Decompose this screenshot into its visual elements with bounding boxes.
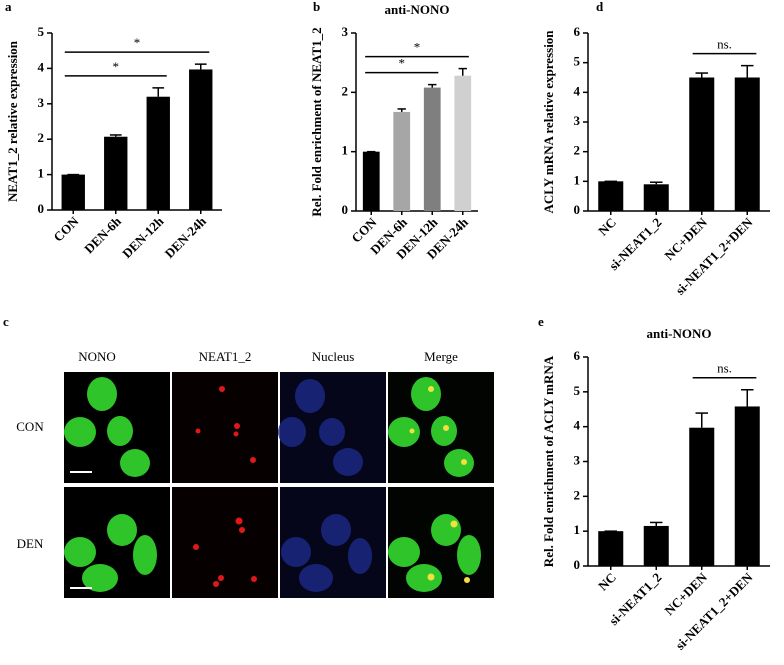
y-tick-label: 5 bbox=[574, 54, 581, 69]
y-tick-label: 1 bbox=[574, 172, 581, 187]
x-tick-label: DEN-6h bbox=[81, 213, 124, 256]
y-axis-label: Rel. Fold enrichment of NEAT1_2 bbox=[309, 27, 324, 216]
bar bbox=[104, 136, 128, 210]
error-bar bbox=[397, 108, 406, 112]
column-label: NEAT1_2 bbox=[199, 349, 252, 364]
bar bbox=[734, 406, 760, 566]
bar bbox=[393, 111, 411, 211]
y-tick-label: 6 bbox=[574, 24, 581, 39]
x-tick-label: NC bbox=[595, 570, 619, 594]
error-bar bbox=[428, 83, 437, 88]
bar bbox=[643, 184, 669, 211]
bar bbox=[689, 427, 715, 566]
y-tick-label: 1 bbox=[342, 143, 349, 158]
column-label: Nucleus bbox=[312, 349, 355, 364]
column-label: NONO bbox=[78, 349, 116, 364]
y-tick-label: 5 bbox=[38, 24, 45, 39]
y-tick-label: 4 bbox=[574, 83, 581, 98]
error-bar bbox=[649, 521, 663, 526]
significance-label: * bbox=[113, 59, 120, 74]
error-bar bbox=[109, 134, 122, 137]
y-tick-label: 3 bbox=[342, 24, 349, 39]
panel-label: d bbox=[596, 0, 604, 14]
chart-title: anti-NONO bbox=[385, 2, 450, 17]
bar bbox=[689, 77, 715, 211]
bar bbox=[598, 531, 624, 566]
y-tick-label: 0 bbox=[574, 202, 581, 217]
bar bbox=[598, 181, 624, 211]
panel-label: b bbox=[313, 0, 320, 14]
significance-label: * bbox=[134, 35, 141, 50]
y-tick-label: 2 bbox=[38, 130, 45, 145]
x-tick-label: DEN-12h bbox=[119, 213, 167, 261]
y-tick-label: 0 bbox=[574, 557, 581, 572]
x-tick-label: si-NEAT1_2+DEN bbox=[672, 214, 756, 298]
y-tick-label: 2 bbox=[342, 83, 349, 98]
error-bar bbox=[458, 67, 467, 76]
error-bar bbox=[152, 87, 165, 97]
bar bbox=[423, 87, 441, 211]
y-axis-label: Rel. Fold enrichment of ACLY mRNA bbox=[541, 355, 556, 567]
error-bar bbox=[740, 388, 754, 407]
y-tick-label: 5 bbox=[574, 383, 581, 398]
y-tick-label: 0 bbox=[38, 201, 45, 216]
row-label: CON bbox=[16, 419, 44, 434]
y-tick-label: 6 bbox=[574, 348, 581, 363]
bar bbox=[189, 69, 213, 210]
panel-label: e bbox=[538, 314, 544, 329]
significance-label: ns. bbox=[717, 361, 732, 376]
panel-label: a bbox=[5, 0, 12, 14]
significance-label: * bbox=[414, 40, 421, 55]
column-label: Merge bbox=[424, 349, 458, 364]
error-bar bbox=[695, 72, 709, 78]
bar bbox=[643, 525, 669, 566]
significance-label: ns. bbox=[717, 37, 732, 52]
y-tick-label: 1 bbox=[574, 522, 581, 537]
y-tick-label: 3 bbox=[38, 95, 45, 110]
y-tick-label: 3 bbox=[574, 113, 581, 128]
y-tick-label: 2 bbox=[574, 143, 581, 158]
y-tick-label: 0 bbox=[342, 202, 349, 217]
bar bbox=[61, 174, 85, 210]
bar bbox=[146, 96, 170, 210]
y-tick-label: 3 bbox=[574, 452, 581, 467]
row-label: DEN bbox=[17, 536, 44, 551]
micrographs bbox=[64, 372, 494, 598]
x-tick-label: DEN-24h bbox=[162, 213, 210, 261]
y-tick-label: 2 bbox=[574, 487, 581, 502]
error-bar bbox=[740, 64, 754, 78]
bar bbox=[362, 151, 380, 211]
y-axis-label: NEAT1_2 relative expression bbox=[5, 40, 20, 202]
chart-title: anti-NONO bbox=[647, 326, 712, 341]
y-tick-label: 4 bbox=[38, 59, 45, 74]
y-tick-label: 1 bbox=[38, 166, 45, 181]
error-bar bbox=[194, 63, 207, 70]
bar bbox=[734, 77, 760, 211]
panel-label: c bbox=[3, 314, 9, 329]
error-bar bbox=[649, 181, 663, 185]
bar bbox=[454, 75, 472, 211]
significance-label: * bbox=[399, 56, 406, 71]
x-tick-label: CON bbox=[50, 213, 81, 244]
x-tick-label: NC bbox=[595, 215, 619, 239]
y-tick-label: 4 bbox=[574, 418, 581, 433]
x-tick-label: si-NEAT1_2+DEN bbox=[672, 569, 756, 653]
y-axis-label: ACLY mRNA relative expression bbox=[541, 30, 556, 214]
error-bar bbox=[695, 412, 709, 428]
